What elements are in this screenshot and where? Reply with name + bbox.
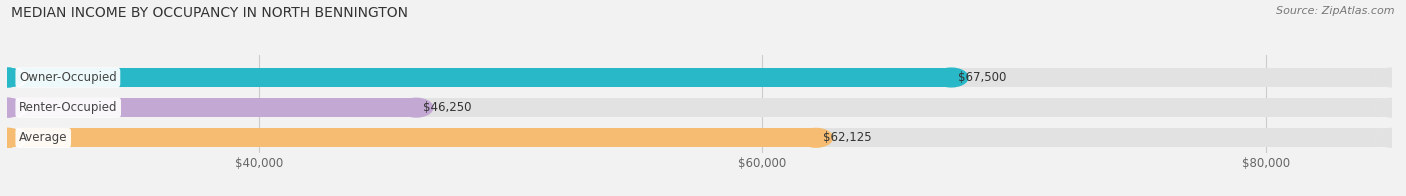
Ellipse shape bbox=[800, 128, 832, 147]
Bar bbox=[7, 98, 416, 117]
Ellipse shape bbox=[0, 128, 24, 147]
Text: Average: Average bbox=[20, 131, 67, 144]
Ellipse shape bbox=[1375, 128, 1406, 147]
Ellipse shape bbox=[0, 68, 24, 87]
Text: MEDIAN INCOME BY OCCUPANCY IN NORTH BENNINGTON: MEDIAN INCOME BY OCCUPANCY IN NORTH BENN… bbox=[11, 6, 408, 20]
Ellipse shape bbox=[0, 97, 27, 118]
Ellipse shape bbox=[1375, 98, 1406, 117]
Bar bbox=[7, 128, 815, 147]
Ellipse shape bbox=[399, 98, 433, 117]
Ellipse shape bbox=[0, 128, 24, 147]
Ellipse shape bbox=[0, 128, 24, 147]
Text: Source: ZipAtlas.com: Source: ZipAtlas.com bbox=[1277, 6, 1395, 16]
Text: $46,250: $46,250 bbox=[423, 101, 471, 114]
Ellipse shape bbox=[0, 127, 27, 148]
Ellipse shape bbox=[935, 68, 967, 87]
Ellipse shape bbox=[0, 68, 24, 87]
Ellipse shape bbox=[1375, 68, 1406, 87]
Ellipse shape bbox=[1375, 98, 1406, 117]
Ellipse shape bbox=[0, 68, 24, 87]
Bar bbox=[7, 128, 1392, 147]
Text: Owner-Occupied: Owner-Occupied bbox=[20, 71, 117, 84]
Text: Renter-Occupied: Renter-Occupied bbox=[20, 101, 118, 114]
Bar bbox=[7, 68, 1392, 87]
Ellipse shape bbox=[0, 98, 24, 117]
Text: $62,125: $62,125 bbox=[823, 131, 872, 144]
Ellipse shape bbox=[0, 67, 27, 88]
Ellipse shape bbox=[0, 98, 24, 117]
Text: $67,500: $67,500 bbox=[959, 71, 1007, 84]
Ellipse shape bbox=[1375, 68, 1406, 87]
Ellipse shape bbox=[0, 98, 24, 117]
Bar bbox=[7, 98, 1392, 117]
Bar bbox=[7, 68, 952, 87]
Ellipse shape bbox=[1375, 128, 1406, 147]
